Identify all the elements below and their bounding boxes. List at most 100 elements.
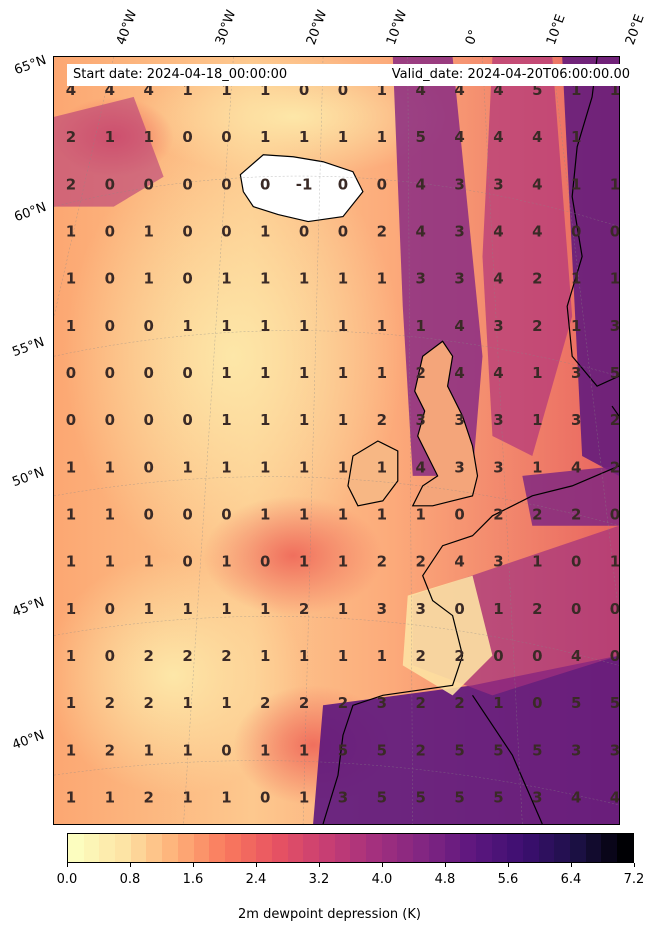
colorbar-segment [177,834,194,862]
grid-value: 2 [571,505,581,523]
colorbar-tick-label: 5.6 [497,872,519,887]
grid-value: 1 [493,600,503,618]
grid-value: 0 [338,175,348,193]
grid-value: 0 [532,647,542,665]
grid-value: 1 [299,411,309,429]
grid-value: 1 [260,600,270,618]
grid-value: 1 [377,364,387,382]
grid-value: 1 [66,458,76,476]
grid-value: 2 [416,364,426,382]
graticule [54,57,619,824]
grid-value: 0 [571,600,581,618]
grid-value: 3 [610,317,619,335]
colorbar-segment [68,834,84,862]
grid-value: 1 [377,270,387,288]
grid-value: 5 [416,789,426,807]
grid-value: 1 [260,81,270,99]
latitude-label: 40°N [10,727,47,754]
grid-value: 2 [299,600,309,618]
grid-value: 4 [493,270,503,288]
colorbar-segment [350,834,367,862]
grid-value: 2 [260,694,270,712]
grid-value: 0 [143,175,153,193]
map-panel: 4 4 4 1 1 1 0 0 1 4 4 4 5 1 1 2 1 1 0 0 1 1 1 1 5 4 4 4 1 2 0 0 0 0 0 -1 0 0 4… [53,56,620,825]
grid-value: 3 [454,411,464,429]
colorbar-tickmark [382,863,383,867]
grid-value: 1 [610,175,619,193]
grid-value: 0 [105,600,115,618]
grid-value: 1 [338,364,348,382]
great-britain-outline [411,340,479,507]
grid-value: 1 [260,364,270,382]
grid-value: 0 [221,175,231,193]
colorbar-segment [319,834,335,862]
grid-value: 2 [610,411,619,429]
grid-value: 2 [182,647,192,665]
grid-value: 3 [377,694,387,712]
grid-value: 1 [105,553,115,571]
grid-value: 0 [66,364,76,382]
grid-value: 1 [66,741,76,759]
grid-value: 1 [610,81,619,99]
grid-value: 3 [493,317,503,335]
grid-value: 0 [143,505,153,523]
grid-value: 2 [299,694,309,712]
grid-value: 1 [260,222,270,240]
field-region-dry-band [522,465,619,526]
grid-value: 5 [454,741,464,759]
grid-value: 1 [338,553,348,571]
grid-value: 1 [377,505,387,523]
grid-value: 5 [610,694,619,712]
grid-value: 1 [260,128,270,146]
colorbar-segment [585,834,602,862]
grid-value: 2 [105,741,115,759]
grid-value: 3 [571,741,581,759]
grid-value: 0 [221,128,231,146]
grid-value: 1 [377,81,387,99]
grid-value: 2 [532,505,542,523]
grid-value: 0 [610,222,619,240]
grid-value: 1 [299,553,309,571]
colorbar-tick-label: 0.8 [119,872,141,887]
grid-value: 3 [493,553,503,571]
colorbar-segment [491,834,508,862]
grid-value: 3 [416,600,426,618]
field-region-dry-band [482,57,573,456]
grid-value: 1 [299,505,309,523]
colorbar-label: 2m dewpoint depression (K) [238,907,421,922]
grid-value: 0 [454,505,464,523]
grid-value: 0 [454,600,464,618]
grid-value: 1 [182,789,192,807]
colorbar-segment [538,834,555,862]
colorbar-tickmark [445,863,446,867]
longitude-label: 0° [462,27,483,47]
scandinavia-coastline [611,405,619,417]
colorbar-segment [271,834,288,862]
longitude-label: 20°E [622,12,648,48]
colorbar-segment [240,834,257,862]
colorbar-segment [209,834,225,862]
grid-value: 1 [571,317,581,335]
grid-value: 0 [221,741,231,759]
colorbar-tickmark [130,863,131,867]
grid-value: 4 [454,364,464,382]
grid-value: 1 [299,789,309,807]
grid-value: 3 [416,411,426,429]
grid-value: 1 [610,270,619,288]
grid-value: 0 [105,175,115,193]
continent-coastline [322,465,619,824]
grid-value: 1 [143,270,153,288]
grid-value: 3 [493,175,503,193]
grid-value: 1 [260,270,270,288]
grid-value: 1 [260,647,270,665]
grid-value: 3 [571,411,581,429]
grid-value: 4 [66,81,76,99]
grid-value: 4 [105,81,115,99]
grid-value: 1 [493,694,503,712]
colorbar-tick-label: 7.2 [623,872,645,887]
grid-value: 1 [182,694,192,712]
grid-value: 4 [610,789,619,807]
colorbar-segment [475,834,492,862]
colorbar-tickmark [634,863,635,867]
grid-value: 1 [105,789,115,807]
